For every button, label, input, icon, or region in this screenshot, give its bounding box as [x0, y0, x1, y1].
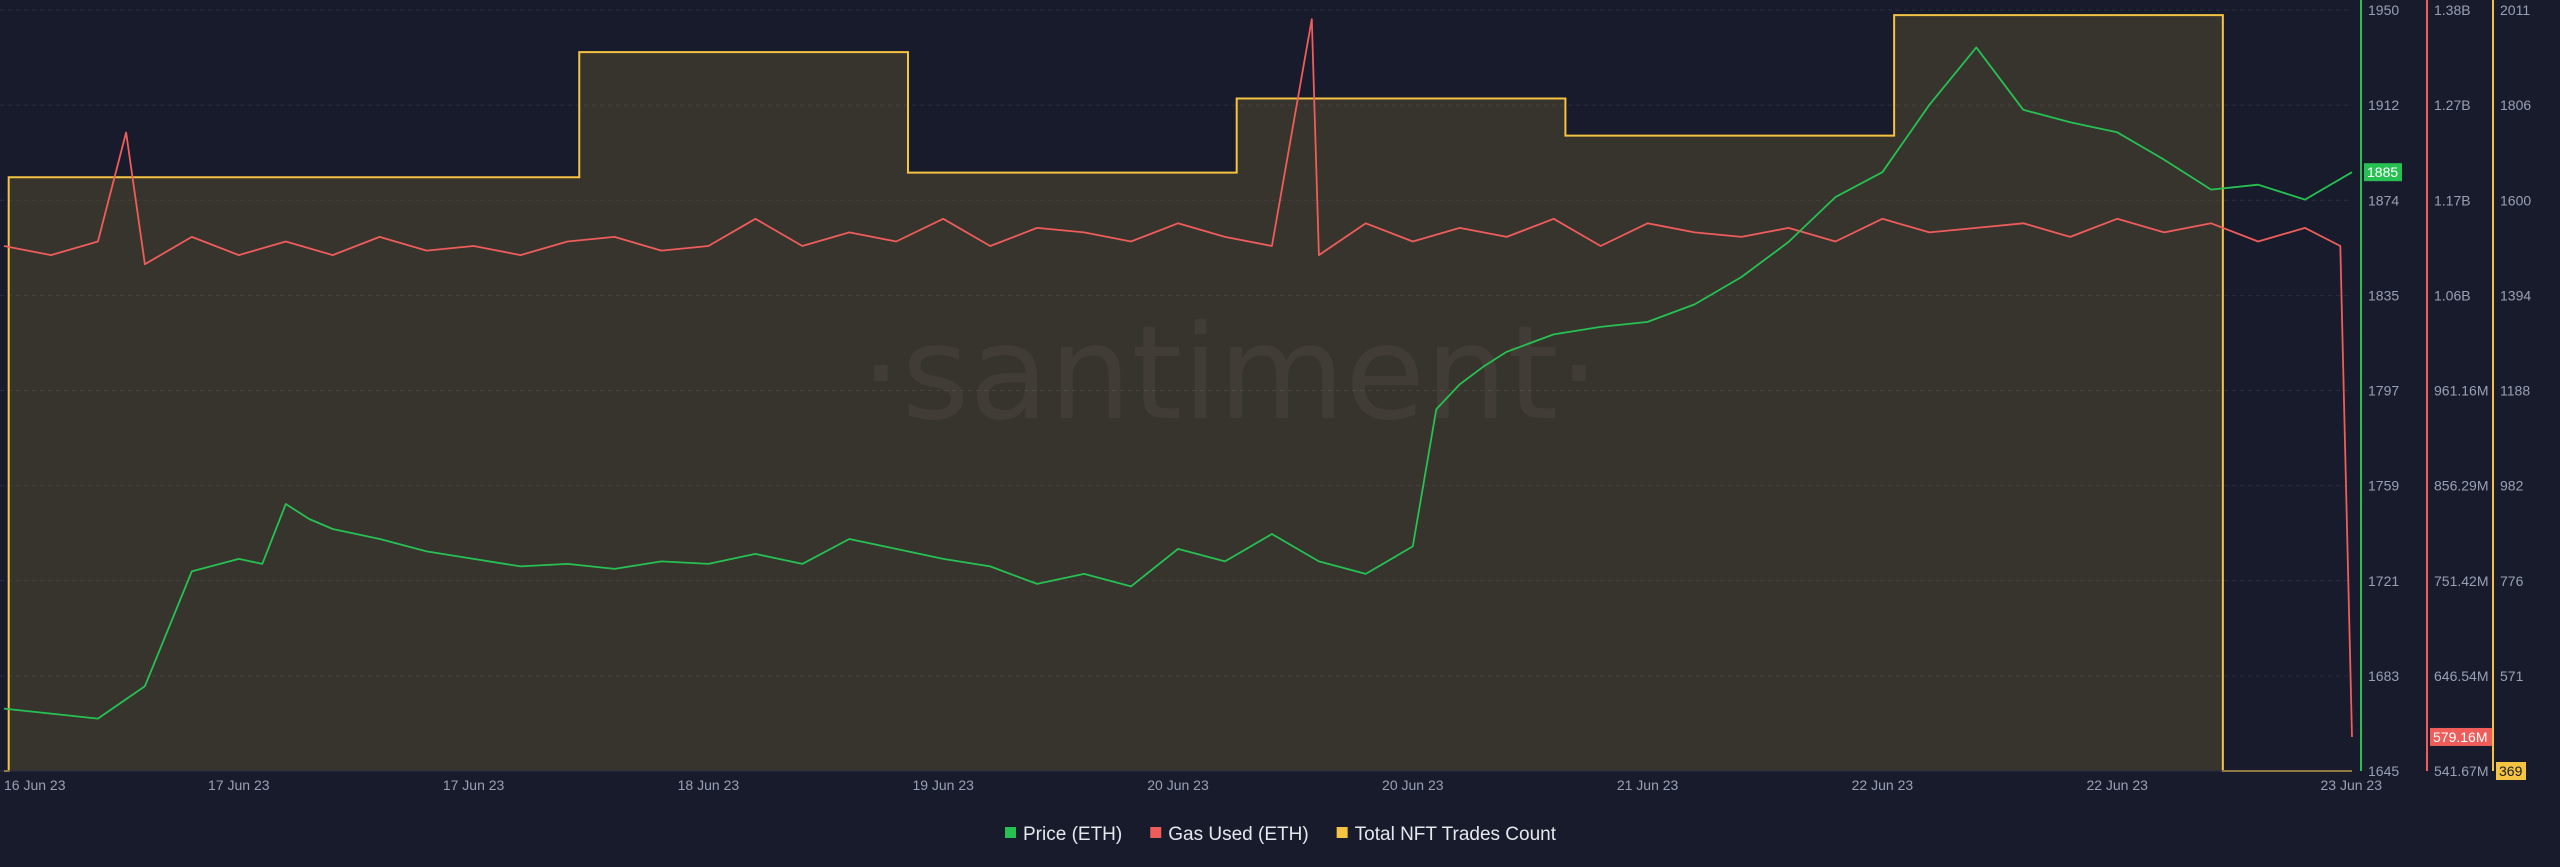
gas-axis-tick: 1.27B	[2434, 97, 2471, 113]
nft-axis-badge-label: 369	[2499, 763, 2523, 779]
price-axis-badge	[2364, 163, 2402, 182]
price-axis-badge-label: 1885	[2367, 164, 2398, 180]
series-line	[3, 46, 2353, 720]
gas-series	[3, 18, 2353, 738]
legend-swatch	[1150, 827, 1162, 838]
x-axis: 16 Jun 23 17 Jun 23 17 Jun 23 18 Jun 23 19 J…	[0, 770, 2383, 793]
x-tick-label: 20 Jun 23	[1147, 777, 1209, 793]
nft-axis-tick: 1600	[2500, 192, 2531, 208]
gas-axis-badge	[2430, 727, 2492, 746]
price-axis-tick: 1645	[2368, 763, 2399, 779]
gas-axis-tick: 751.42M	[2434, 573, 2488, 589]
gas-axis-tick: 1.17B	[2434, 192, 2471, 208]
legend-label: Gas Used (ETH)	[1168, 824, 1308, 845]
gas-axis-tick: 646.54M	[2434, 668, 2488, 684]
gas-axis-tick: 1.38B	[2434, 2, 2471, 18]
x-tick-label: 22 Jun 23	[1852, 777, 1914, 793]
price-axis-tick: 1950	[2368, 2, 2399, 18]
nft-axis-tick: 1806	[2500, 97, 2531, 113]
legend-swatch	[1005, 827, 1016, 838]
nft-axis-tick: 1188	[2500, 383, 2530, 399]
price-axis-tick: 1912	[2368, 97, 2399, 113]
legend-label: Total NFT Trades Count	[1355, 824, 1557, 845]
gas-axis-tick: 856.29M	[2434, 478, 2488, 494]
nft-axis-tick: 776	[2500, 573, 2524, 589]
nft-axis-badge	[2496, 762, 2526, 780]
watermark: ·santiment·	[860, 297, 1600, 449]
x-tick-label: 18 Jun 23	[678, 777, 740, 793]
nft-series	[4, 14, 2352, 772]
price-axis-tick: 1797	[2368, 383, 2399, 399]
legend[interactable]: Price (ETH) Gas Used (ETH) Total NFT Trade…	[1005, 824, 1557, 845]
price-axis-tick: 1683	[2368, 668, 2399, 684]
legend-item[interactable]: Gas Used (ETH)	[1150, 824, 1309, 845]
x-tick-label: 20 Jun 23	[1382, 777, 1444, 793]
nft-axis-tick: 982	[2500, 478, 2524, 494]
gas-axis-tick: 541.67M	[2434, 763, 2488, 779]
legend-swatch	[1336, 827, 1348, 838]
x-tick-label: 19 Jun 23	[912, 777, 974, 793]
nft-area	[4, 15, 2352, 772]
nft-axis-tick: 1394	[2500, 287, 2531, 303]
legend-item[interactable]: Total NFT Trades Count	[1336, 824, 1557, 845]
price-axis-tick: 1721	[2368, 573, 2399, 589]
x-tick-label: 17 Jun 23	[208, 777, 270, 793]
nft-axis-tick: 2011	[2500, 2, 2530, 18]
x-tick-label: 21 Jun 23	[1617, 777, 1679, 793]
axis-layer: 1950 1912 1874 1835 1797 1759 1721 1683 1645 1885…	[2360, 0, 2531, 780]
nft-axis-tick: 571	[2500, 668, 2524, 684]
x-tick-label: 23 Jun 23	[2321, 777, 2383, 793]
series-line	[3, 18, 2353, 738]
legend-item[interactable]: Price (ETH)	[1005, 824, 1122, 845]
price-axis-tick: 1759	[2368, 478, 2399, 494]
price-axis-tick: 1835	[2368, 287, 2399, 303]
gas-axis-badge-label: 579.16M	[2433, 729, 2487, 745]
nft-line	[4, 14, 2352, 772]
x-tick-label: 16 Jun 23	[4, 777, 66, 793]
legend-label: Price (ETH)	[1023, 824, 1122, 845]
gas-axis-tick: 961.16M	[2434, 383, 2488, 399]
gas-axis-tick: 1.06B	[2434, 287, 2471, 303]
x-tick-label: 22 Jun 23	[2086, 777, 2148, 793]
x-tick-label: 17 Jun 23	[443, 777, 505, 793]
price-series	[3, 46, 2353, 720]
price-axis-tick: 1874	[2368, 192, 2399, 208]
